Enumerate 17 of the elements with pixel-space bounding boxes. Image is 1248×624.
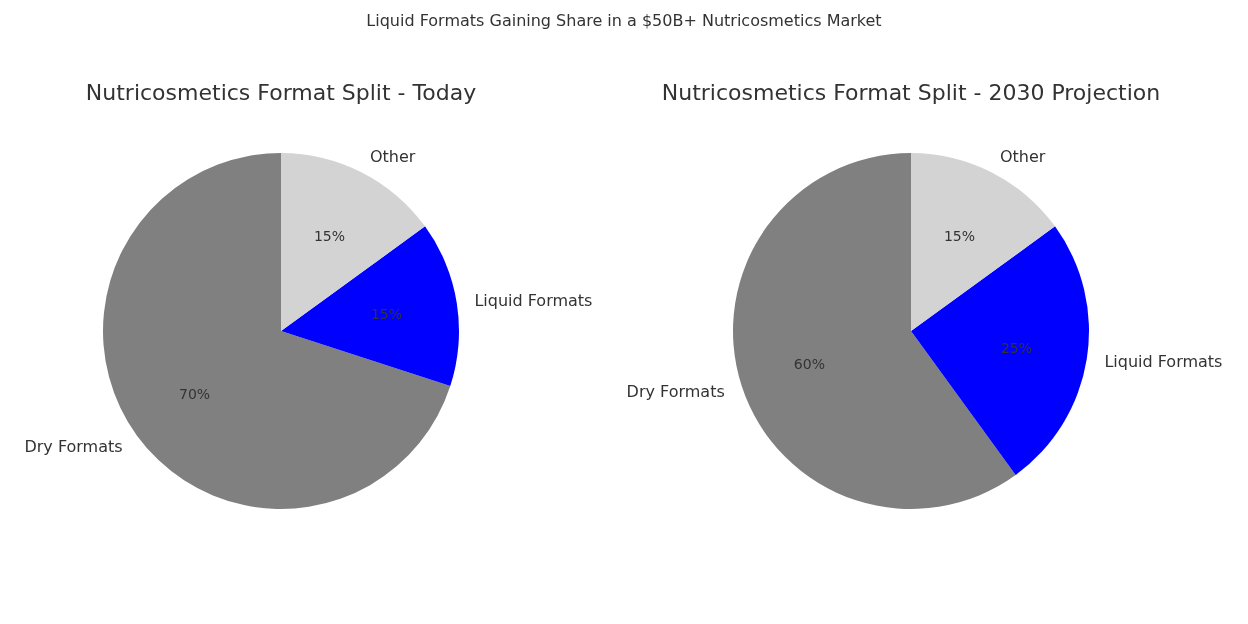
pie-slice [281,226,459,387]
slice-label: Other [999,147,1046,167]
slice-label: Dry Formats [626,382,725,402]
chart-title: Nutricosmetics Format Split - 2030 Projection [661,80,1161,105]
data-label: 15% [313,227,346,244]
slice-label: Liquid Formats [474,290,593,310]
slice-label: Other [369,147,416,167]
data-label: 25% [1000,339,1033,356]
data-label: 15% [943,227,976,244]
data-label: 15% [370,306,403,323]
text: Liquid Formats Gaining Share in a $50B+ Nutricosmetics Market [366,11,882,30]
slice-label: Liquid Formats [1104,352,1223,372]
pie-slice [911,226,1089,476]
data-label: 60% [793,355,825,372]
chart-title: Nutricosmetics Format Split - Today [85,80,477,105]
data-label: 70% [179,385,211,402]
slice-label: Dry Formats [24,436,123,456]
